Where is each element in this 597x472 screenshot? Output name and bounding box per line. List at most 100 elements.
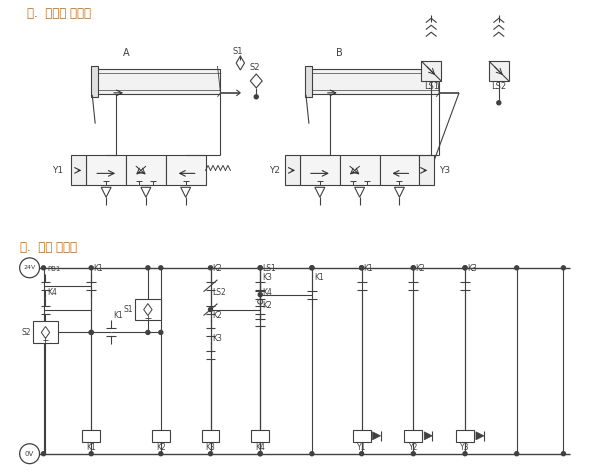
Bar (305, 66, 312, 97)
Circle shape (411, 266, 416, 270)
Circle shape (515, 452, 519, 455)
Text: Y3: Y3 (439, 166, 450, 175)
Text: 24V: 24V (23, 265, 36, 270)
Bar (285, 155, 300, 185)
Bar (152, 430, 170, 442)
Bar (380, 155, 419, 185)
Circle shape (359, 266, 364, 270)
Text: B: B (336, 48, 343, 58)
Circle shape (42, 452, 45, 455)
Polygon shape (476, 432, 484, 440)
Text: LS1: LS1 (262, 264, 276, 273)
Circle shape (208, 308, 213, 312)
Circle shape (159, 330, 163, 335)
Text: K1: K1 (93, 264, 103, 273)
Text: K2: K2 (262, 301, 272, 310)
Bar (126, 155, 166, 185)
Text: K3: K3 (213, 334, 223, 343)
Text: A: A (123, 48, 130, 58)
Circle shape (20, 258, 39, 278)
Text: S2: S2 (249, 62, 260, 71)
Circle shape (463, 452, 467, 455)
Circle shape (259, 452, 262, 455)
Text: LS2: LS2 (491, 83, 506, 92)
Bar (456, 430, 474, 442)
Circle shape (411, 266, 416, 270)
Text: S2: S2 (21, 328, 30, 337)
Text: K1: K1 (87, 443, 96, 452)
Bar (340, 155, 380, 185)
Text: Y1: Y1 (53, 166, 63, 175)
Bar (421, 61, 441, 81)
Text: K2: K2 (213, 264, 222, 273)
Circle shape (259, 293, 262, 296)
Bar (404, 430, 422, 442)
Text: K4: K4 (262, 288, 272, 297)
Bar (135, 299, 161, 320)
Bar (86, 155, 126, 185)
Text: K4: K4 (48, 288, 57, 297)
Text: 가.  공기압 회로도: 가. 공기압 회로도 (27, 7, 91, 20)
Text: Y1: Y1 (357, 443, 367, 452)
Circle shape (515, 266, 519, 270)
Bar (202, 430, 220, 442)
Bar (33, 321, 59, 343)
Text: Y2: Y2 (269, 166, 280, 175)
Polygon shape (424, 432, 432, 440)
Bar (489, 61, 509, 81)
Text: K1: K1 (113, 311, 123, 320)
Circle shape (208, 452, 213, 455)
Circle shape (259, 266, 262, 270)
Circle shape (89, 266, 93, 270)
Circle shape (42, 266, 45, 270)
Circle shape (254, 95, 259, 99)
Text: K1: K1 (314, 273, 324, 282)
Text: K2: K2 (213, 311, 222, 320)
Text: PB1: PB1 (48, 266, 61, 272)
Circle shape (310, 266, 314, 270)
Circle shape (310, 266, 314, 270)
Circle shape (146, 266, 150, 270)
Circle shape (259, 452, 262, 455)
Bar (419, 155, 434, 185)
Text: K2: K2 (416, 264, 425, 273)
Text: 0V: 0V (25, 451, 34, 457)
Circle shape (89, 330, 93, 335)
Circle shape (497, 101, 501, 105)
Bar (310, 69, 439, 94)
Text: LS2: LS2 (213, 288, 226, 297)
Bar (300, 155, 340, 185)
Circle shape (561, 452, 565, 455)
Text: 나.  전기 회로도: 나. 전기 회로도 (20, 242, 76, 254)
Text: K2: K2 (156, 443, 166, 452)
Circle shape (89, 330, 93, 335)
Circle shape (463, 266, 467, 270)
Text: K3: K3 (467, 264, 477, 273)
Circle shape (208, 266, 213, 270)
Text: LS1: LS1 (424, 83, 439, 92)
Polygon shape (373, 432, 380, 440)
Circle shape (159, 452, 163, 455)
Bar (82, 430, 100, 442)
Circle shape (20, 444, 39, 464)
Text: Y3: Y3 (460, 443, 470, 452)
Text: K3: K3 (205, 443, 216, 452)
Bar (166, 155, 205, 185)
Bar (251, 430, 269, 442)
Text: K3: K3 (262, 273, 272, 282)
Circle shape (159, 266, 163, 270)
Circle shape (146, 330, 150, 335)
Bar (96, 69, 220, 94)
Text: S1: S1 (124, 305, 133, 314)
Circle shape (561, 266, 565, 270)
Text: K1: K1 (364, 264, 373, 273)
Circle shape (259, 266, 262, 270)
Text: Y2: Y2 (408, 443, 418, 452)
Bar (353, 430, 371, 442)
Circle shape (463, 266, 467, 270)
Bar (72, 155, 86, 185)
Bar (91, 66, 98, 97)
Text: S1: S1 (232, 47, 242, 56)
Circle shape (89, 452, 93, 455)
Text: K4: K4 (256, 443, 265, 452)
